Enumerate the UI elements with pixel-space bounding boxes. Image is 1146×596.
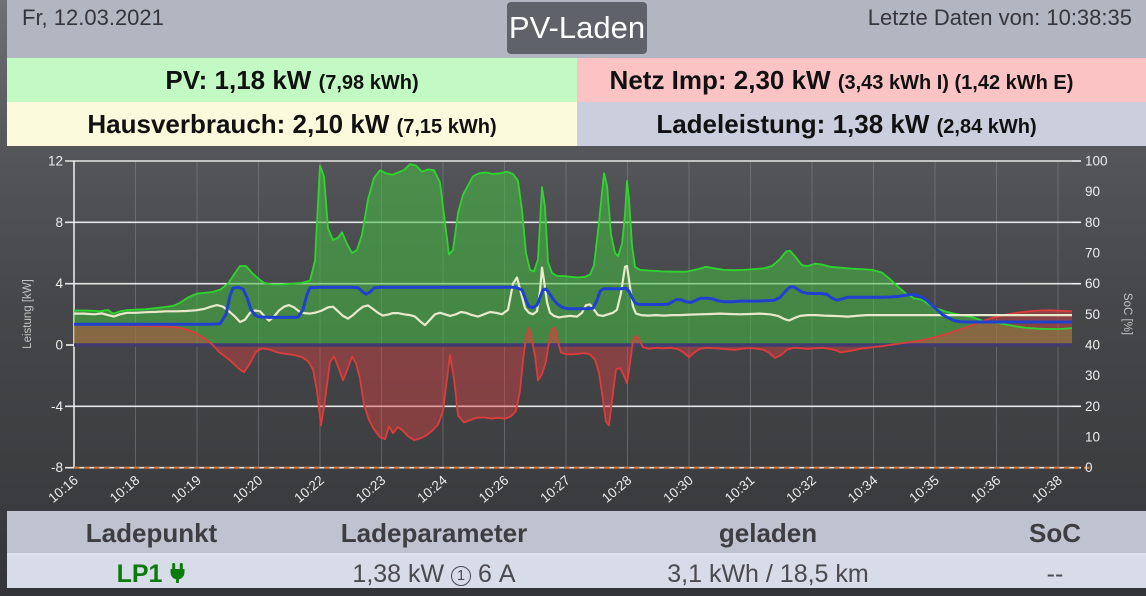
svg-text:10:26: 10:26 — [476, 473, 512, 506]
svg-text:10:32: 10:32 — [783, 473, 819, 506]
svg-text:10:18: 10:18 — [107, 473, 143, 506]
svg-text:0: 0 — [1085, 460, 1093, 475]
svg-text:20: 20 — [1085, 399, 1100, 414]
svg-text:100: 100 — [1085, 154, 1108, 169]
svg-text:10: 10 — [1085, 430, 1100, 445]
svg-text:10:20: 10:20 — [230, 473, 266, 506]
svg-text:50: 50 — [1085, 307, 1100, 322]
svg-text:70: 70 — [1085, 246, 1100, 261]
svg-text:30: 30 — [1085, 368, 1100, 383]
svg-text:10:19: 10:19 — [168, 473, 204, 506]
svg-text:Leistung [kW]: Leistung [kW] — [22, 279, 34, 349]
svg-text:0: 0 — [55, 338, 63, 353]
svg-text:4: 4 — [55, 276, 63, 291]
svg-text:10:38: 10:38 — [1029, 473, 1065, 506]
svg-text:-4: -4 — [51, 399, 63, 414]
svg-text:40: 40 — [1085, 338, 1100, 353]
svg-text:10:28: 10:28 — [599, 473, 635, 506]
svg-text:12: 12 — [48, 154, 63, 169]
svg-text:10:35: 10:35 — [906, 473, 942, 506]
svg-text:10:31: 10:31 — [722, 473, 758, 506]
svg-text:10:16: 10:16 — [45, 473, 81, 506]
svg-text:60: 60 — [1085, 276, 1100, 291]
svg-text:90: 90 — [1085, 184, 1100, 199]
svg-text:8: 8 — [55, 215, 63, 230]
svg-text:80: 80 — [1085, 215, 1100, 230]
svg-text:10:27: 10:27 — [537, 473, 573, 506]
svg-text:-8: -8 — [51, 460, 63, 475]
svg-text:SoC [%]: SoC [%] — [1121, 293, 1133, 335]
svg-text:10:34: 10:34 — [845, 472, 881, 506]
svg-text:10:22: 10:22 — [291, 473, 327, 506]
svg-text:10:23: 10:23 — [353, 473, 389, 506]
svg-text:10:24: 10:24 — [414, 472, 450, 506]
svg-text:10:30: 10:30 — [660, 473, 696, 506]
svg-text:10:36: 10:36 — [968, 473, 1004, 506]
